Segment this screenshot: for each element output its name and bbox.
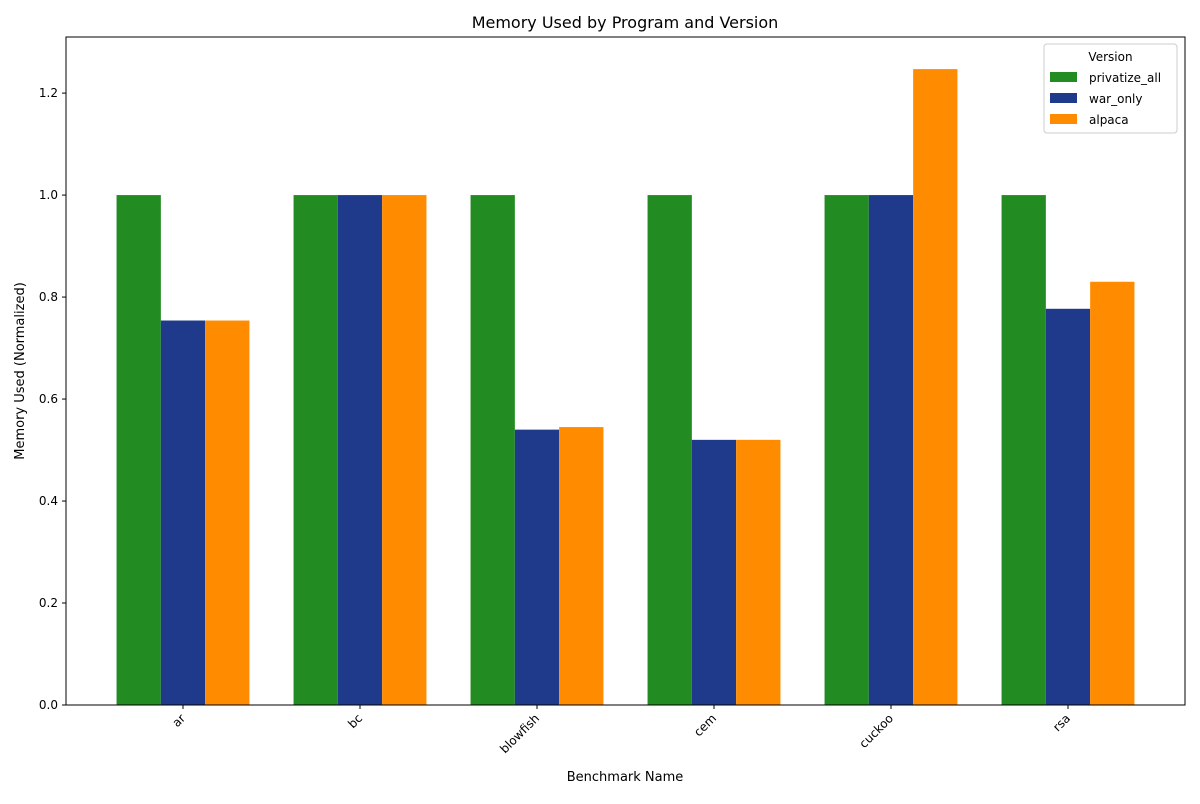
bar-privatize_all-cuckoo xyxy=(824,195,869,705)
x-tick-label: cem xyxy=(691,711,719,739)
bar-alpaca-blowfish xyxy=(559,427,604,705)
y-tick-label: 0.0 xyxy=(39,698,58,712)
y-tick-label: 0.4 xyxy=(39,494,58,508)
legend-swatch-privatize_all xyxy=(1050,72,1077,82)
chart-title: Memory Used by Program and Version xyxy=(472,13,779,32)
y-tick-label: 1.2 xyxy=(39,86,58,100)
bar-war_only-cuckoo xyxy=(868,195,914,705)
x-tick-label: bc xyxy=(345,711,365,731)
bar-war_only-rsa xyxy=(1045,308,1091,705)
bar-alpaca-rsa xyxy=(1090,281,1135,705)
bar-privatize_all-ar xyxy=(116,195,161,705)
legend-box xyxy=(1043,43,1178,134)
x-tick-label: blowfish xyxy=(497,711,542,756)
bar-alpaca-cuckoo xyxy=(913,69,958,705)
y-axis-label: Memory Used (Normalized) xyxy=(13,282,28,460)
plot-frame xyxy=(65,36,1186,706)
legend-swatch-alpaca xyxy=(1050,114,1077,124)
legend-label-alpaca: alpaca xyxy=(1089,113,1129,127)
legend-title: Version xyxy=(1088,50,1132,64)
y-tick-label: 0.6 xyxy=(39,392,58,406)
legend-label-privatize_all: privatize_all xyxy=(1089,71,1161,85)
y-tick-label: 1.0 xyxy=(39,188,58,202)
bar-war_only-cem xyxy=(691,439,737,705)
bar-privatize_all-rsa xyxy=(1001,195,1046,705)
bar-alpaca-bc xyxy=(382,195,427,705)
x-axis-label: Benchmark Name xyxy=(567,770,684,785)
bar-privatize_all-bc xyxy=(293,195,338,705)
legend-label-war_only: war_only xyxy=(1089,92,1142,106)
plot-area: 0.0 0.2 0.4 0.6 0.8 1.0 1.2 ar bc blowfish cem cuck… xyxy=(39,36,1186,756)
legend-swatch-war_only xyxy=(1050,93,1077,103)
bar-war_only-ar xyxy=(160,320,206,705)
bar-alpaca-ar xyxy=(205,320,250,705)
bar-war_only-blowfish xyxy=(514,429,560,705)
x-tick-label: ar xyxy=(170,711,189,730)
bar-war_only-bc xyxy=(337,195,383,705)
bar-alpaca-cem xyxy=(736,439,781,705)
y-tick-label: 0.2 xyxy=(39,596,58,610)
x-tick-label: rsa xyxy=(1050,711,1073,734)
y-tick-label: 0.8 xyxy=(39,290,58,304)
bar-privatize_all-blowfish xyxy=(470,195,515,705)
x-tick-label: cuckoo xyxy=(857,711,897,751)
bar-privatize_all-cem xyxy=(647,195,692,705)
